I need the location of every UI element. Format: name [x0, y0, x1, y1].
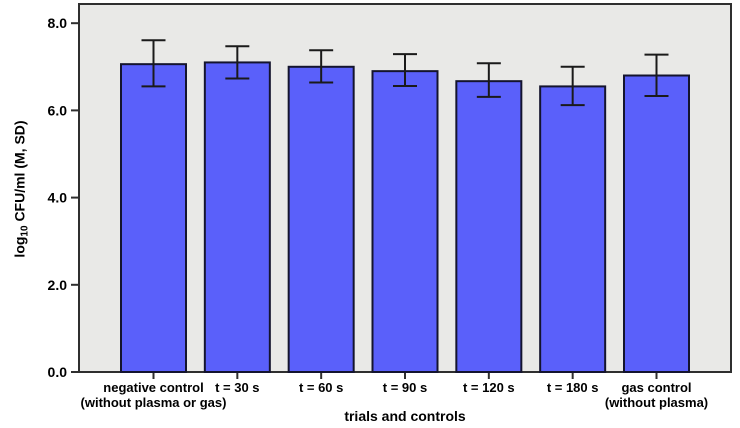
x-category-label: gas control	[621, 380, 691, 395]
x-category-sublabel: (without plasma)	[605, 395, 708, 410]
bar	[455, 80, 523, 373]
x-category-label: t = 120 s	[463, 380, 515, 395]
y-axis-tick-label: 8.0	[48, 15, 68, 31]
x-axis-title: trials and controls	[344, 408, 466, 424]
x-category-label: negative control	[103, 380, 203, 395]
x-category-label: t = 30 s	[215, 380, 259, 395]
bar	[120, 63, 187, 373]
x-category-label: t = 180 s	[547, 380, 599, 395]
x-category-sublabel: (without plasma or gas)	[81, 395, 227, 410]
bar	[623, 74, 690, 373]
y-axis-tick-label: 0.0	[48, 364, 68, 380]
bar	[287, 65, 355, 373]
x-category-label: t = 60 s	[299, 380, 343, 395]
y-axis-tick-label: 6.0	[48, 102, 68, 118]
y-axis-tick-label: 4.0	[48, 190, 68, 206]
bar	[539, 85, 607, 373]
y-axis-tick-label: 2.0	[48, 277, 68, 293]
bar	[371, 70, 439, 374]
bar	[203, 61, 271, 373]
x-category-label: t = 90 s	[383, 380, 427, 395]
